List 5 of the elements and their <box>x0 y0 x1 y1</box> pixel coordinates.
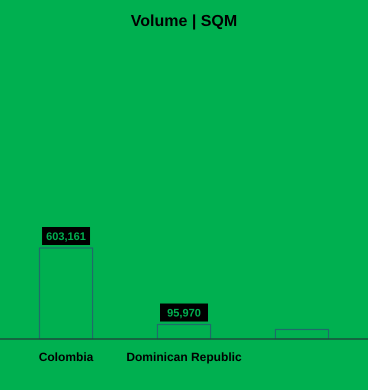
chart-title: Volume | SQM <box>130 13 238 30</box>
x-tick-label: Dominican Republic <box>126 350 242 364</box>
x-tick-label: Colombia <box>38 350 94 364</box>
data-label: 603,161 <box>46 231 86 243</box>
data-label: 95,970 <box>167 308 201 320</box>
